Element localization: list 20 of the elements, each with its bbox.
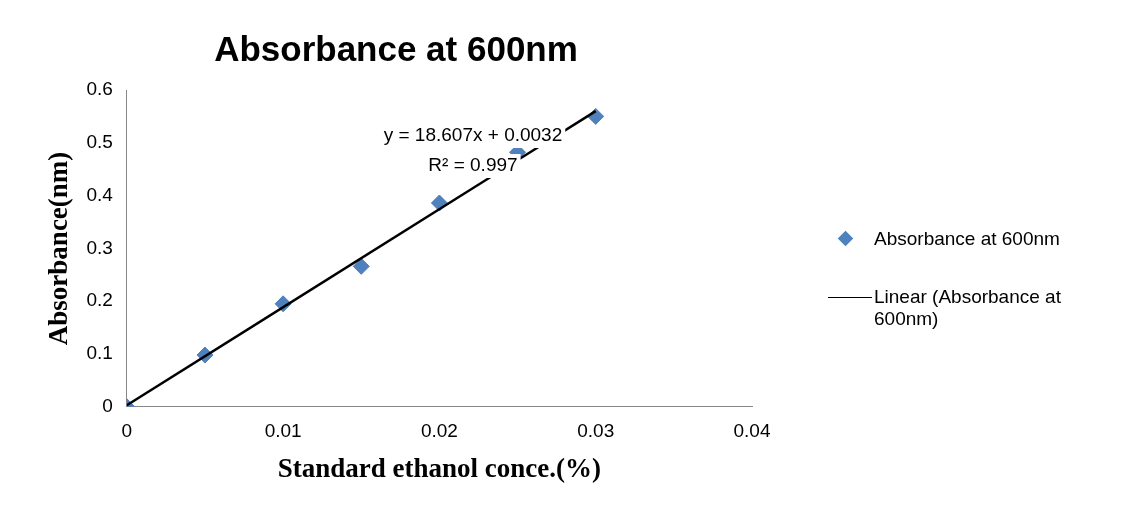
x-tick-label: 0.02 xyxy=(420,420,458,442)
x-tick-label: 0.03 xyxy=(577,420,615,442)
y-tick-label: 0.4 xyxy=(86,183,114,205)
y-tick-label: 0.5 xyxy=(86,131,113,153)
y-tick-label: 0.2 xyxy=(86,289,113,311)
legend-label: Absorbance at 600nm xyxy=(874,228,1060,250)
annotation: R² = 0.997 xyxy=(428,154,518,176)
legend-label: Linear (Absorbance at 600nm) xyxy=(874,286,1062,330)
y-tick-label: 0 xyxy=(102,395,113,417)
chart-title: Absorbance at 600nm xyxy=(214,28,578,68)
annotation: y = 18.607x + 0.0032 xyxy=(383,124,563,146)
y-tick-label: 0.3 xyxy=(86,236,113,258)
y-axis-title: Absorbance(nm) xyxy=(43,151,74,346)
point xyxy=(352,257,370,275)
y-tick-label: 0.6 xyxy=(86,78,113,100)
x-tick-label: 0.04 xyxy=(733,420,771,442)
x-tick-label: 0.01 xyxy=(264,420,302,442)
x-tick-label: 0 xyxy=(121,420,133,442)
y-tick-label: 0.1 xyxy=(86,342,113,364)
x-axis-title: Standard ethanol conce.(%) xyxy=(277,452,602,483)
